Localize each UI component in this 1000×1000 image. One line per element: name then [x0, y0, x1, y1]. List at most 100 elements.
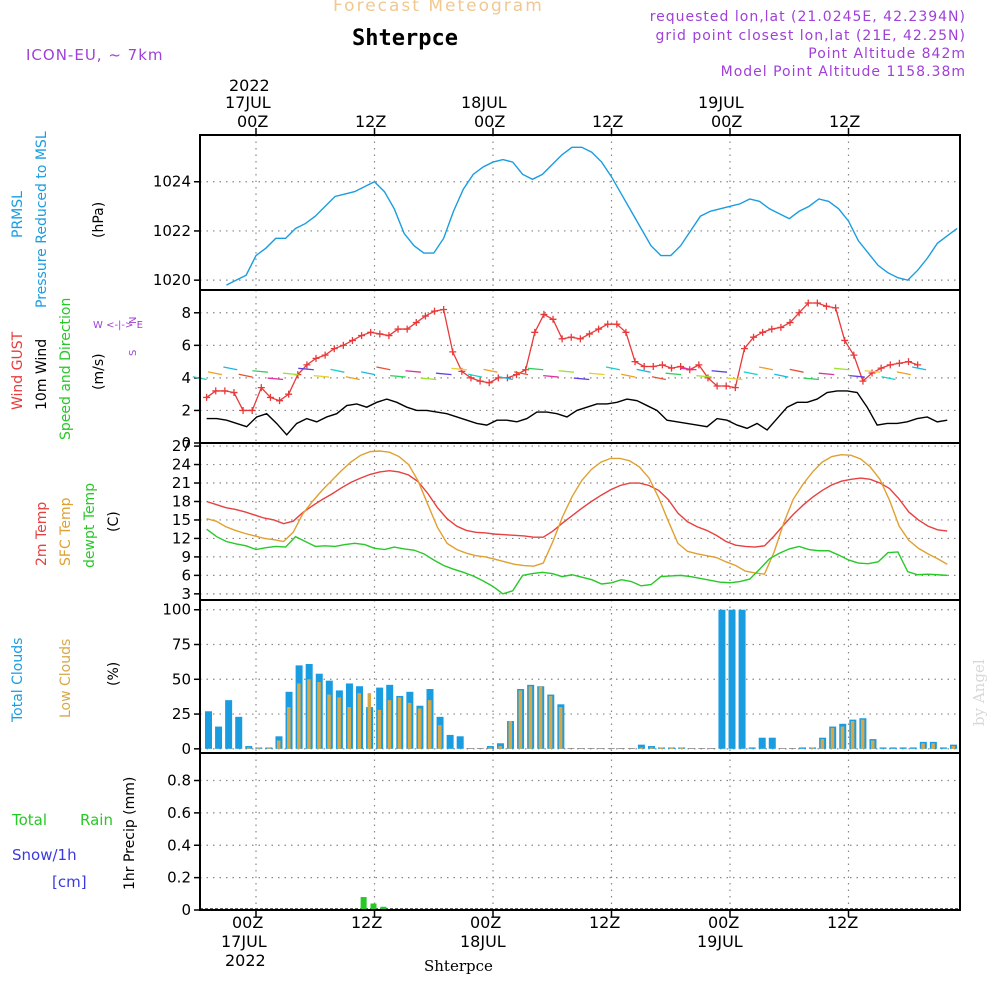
requested-coords: requested lon,lat (21.0245E, 42.2394N) [649, 9, 966, 25]
location-title: Shterpce [352, 26, 458, 51]
gust-marker [731, 384, 739, 392]
gust-marker [330, 345, 338, 353]
wind-direction-arrow [833, 367, 850, 371]
wind-direction-arrow [313, 374, 330, 378]
gust-marker [549, 315, 557, 323]
wind-direction-arrow [527, 367, 544, 371]
gust-marker [385, 332, 393, 340]
low-cloud-bar [327, 694, 331, 749]
gust-marker [795, 309, 803, 317]
low-cloud-bar [246, 747, 251, 749]
total-cloud-bar [446, 734, 454, 749]
bottom-tick-5-label: 00Z [708, 913, 740, 932]
gust-marker [476, 377, 484, 385]
total-cloud-bar [738, 609, 746, 749]
total-cloud-bar [215, 726, 223, 749]
gust-marker [339, 341, 347, 349]
rain-bar [370, 903, 377, 910]
temp-ytick-label: 3 [181, 585, 191, 603]
low-cloud-bar [679, 747, 684, 749]
wind-direction-arrow [818, 372, 835, 376]
panel-frame [199, 289, 961, 444]
precip-ytick-label: 0.8 [167, 772, 191, 790]
gust-marker [640, 363, 648, 370]
precip-ytick-label: 0.4 [167, 836, 191, 854]
low-cloud-bar [558, 707, 563, 749]
pressure-ytick-label: 1022 [153, 222, 191, 240]
temp-ytick-label: 15 [172, 511, 191, 529]
gust-line [206, 302, 918, 412]
wind-direction-arrow [849, 374, 865, 378]
gust-marker [713, 382, 721, 390]
precip-total-label: Total [12, 811, 48, 829]
wind-direction-arrow [405, 370, 421, 373]
point-altitude: Point Altitude 842m [808, 46, 966, 62]
gust-marker [494, 374, 502, 382]
low-cloud-bar [488, 747, 492, 749]
top-tick-1-label: 00Z [237, 112, 269, 131]
gust-marker [412, 319, 420, 327]
wind-direction-arrow [420, 377, 437, 381]
total-cloud-bar [718, 609, 726, 749]
gust-marker [394, 325, 402, 333]
gust-marker [759, 328, 767, 336]
precip-ytick-label: 0.6 [167, 804, 191, 822]
wind-direction-arrow [680, 367, 697, 371]
wind-direction-arrow [665, 372, 682, 376]
total-cloud-bar [778, 748, 786, 749]
low-cloud-bar [387, 700, 392, 749]
wind-direction-arrow [621, 373, 636, 378]
top-tick-2-label: 12Z [355, 112, 387, 131]
gust-marker [230, 389, 238, 397]
low-cloud-bar [256, 747, 261, 749]
panel-frame [199, 134, 961, 291]
gust-marker [303, 361, 311, 369]
wind-direction-arrow [451, 367, 467, 371]
gust-marker [677, 363, 685, 370]
wind-direction-arrow [223, 366, 238, 371]
bottom-tick-1-date: 17JUL [221, 932, 267, 951]
low-cloud-bar [397, 697, 402, 749]
total-cloud-bar [496, 743, 504, 749]
total-cloud-bar [567, 748, 575, 749]
low-cloud-bar [367, 693, 372, 749]
wind-direction-arrow [252, 370, 268, 373]
wind-direction-arrow [573, 377, 590, 381]
low-cloud-bar [417, 708, 422, 749]
wind-direction-arrow [468, 373, 483, 378]
low-cloud-bar [860, 719, 865, 749]
bottom-year: 2022 [225, 951, 266, 970]
wind-direction-arrow [207, 371, 223, 376]
total-cloud-bar [466, 748, 474, 749]
low-cloud-bar [830, 727, 835, 749]
total-cloud-bar [456, 736, 464, 749]
gust-marker [376, 330, 384, 338]
pressure-ytick-label: 1020 [153, 271, 191, 289]
total-cloud-bar [617, 748, 625, 749]
wind-ytick-label: 8 [181, 304, 191, 322]
bottom-tick-4-label: 12Z [589, 913, 621, 932]
low-cloud-bar [266, 747, 271, 749]
model-point-altitude: Model Point Altitude 1158.38m [720, 64, 966, 80]
gust-marker [595, 325, 603, 333]
wind-direction-arrow [881, 376, 896, 381]
dewpt-line [206, 528, 948, 595]
low-cloud-bar [297, 683, 301, 749]
gust-marker [768, 325, 776, 333]
pressure-line [226, 146, 958, 286]
total-cloud-bar [939, 747, 947, 749]
wind-direction-arrow [726, 377, 743, 381]
gust-marker [622, 328, 630, 336]
meteogram-title: Forecast Meteogram [333, 0, 544, 16]
gust-marker [859, 377, 867, 385]
wind-ytick-label: 2 [181, 401, 191, 419]
low-cloud-bar [276, 740, 281, 749]
gust-marker [485, 379, 493, 387]
gust-marker [239, 406, 247, 414]
top-tick-6-label: 12Z [829, 112, 861, 131]
gust-marker [914, 361, 922, 369]
compass-we: W <-|-> E [93, 320, 143, 331]
wind-direction-arrow [498, 376, 513, 381]
gust-marker [695, 361, 703, 369]
gust-marker [905, 358, 913, 366]
